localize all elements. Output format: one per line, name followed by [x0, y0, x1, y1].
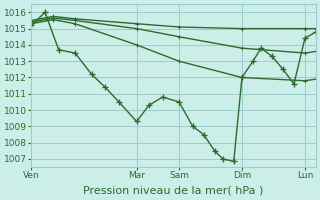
X-axis label: Pression niveau de la mer( hPa ): Pression niveau de la mer( hPa ): [84, 186, 264, 196]
